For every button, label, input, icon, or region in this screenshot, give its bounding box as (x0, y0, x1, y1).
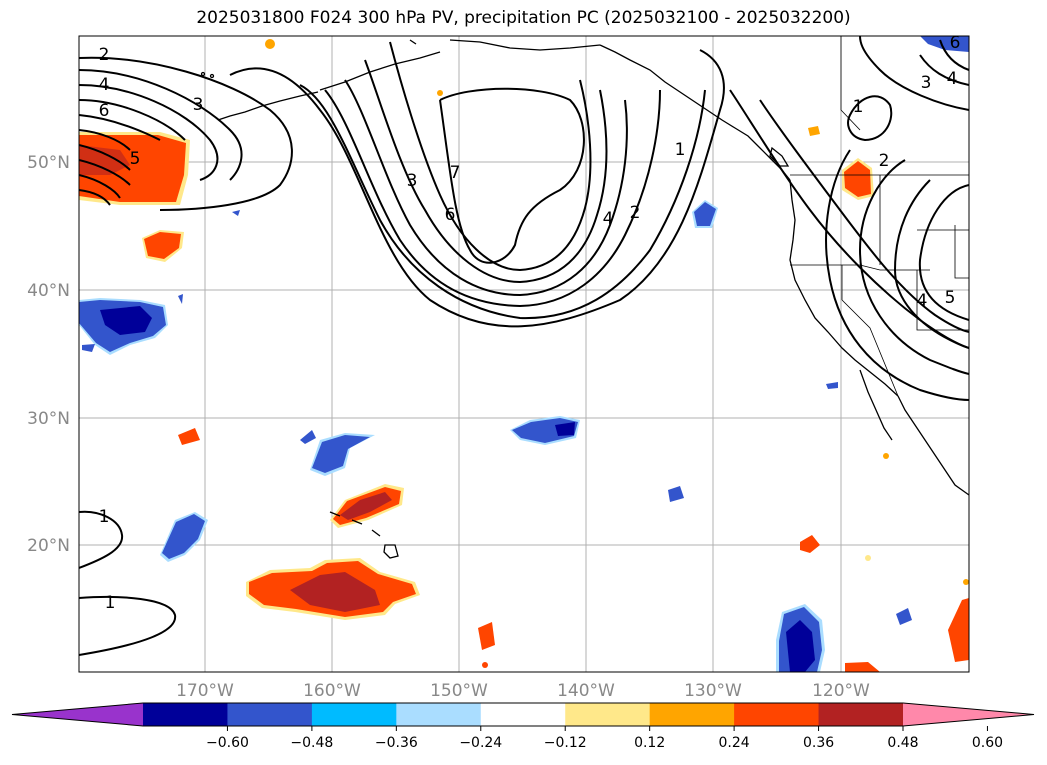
svg-text:4: 4 (603, 209, 614, 229)
colorbar-swatch (818, 703, 904, 726)
lat-label-30n: 30°N (27, 409, 70, 429)
gridlines (79, 36, 969, 672)
svg-text:6: 6 (99, 101, 110, 121)
colorbar-tick-label: 0.36 (803, 735, 834, 751)
pv-contours (79, 36, 969, 656)
lat-label-40n: 40°N (27, 281, 70, 301)
svg-text:2: 2 (879, 151, 890, 171)
svg-text:1: 1 (675, 140, 686, 160)
lon-label-160w: 160°W (303, 681, 361, 701)
colorbar-tick-label: −0.60 (206, 735, 249, 751)
svg-text:1: 1 (853, 97, 864, 117)
colorbar-swatch (311, 703, 397, 726)
precip-negative (79, 36, 969, 672)
svg-text:5: 5 (945, 288, 956, 308)
colorbar-extend-high (903, 703, 1034, 726)
colorbar-outline (11, 702, 1035, 727)
colorbar-extend-low (12, 703, 143, 726)
lon-labels: 170°W 160°W 150°W 140°W 130°W 120°W (176, 681, 870, 701)
colorbar-swatch (396, 703, 482, 726)
colorbar-tick-label: 0.12 (634, 735, 665, 751)
svg-text:4: 4 (99, 75, 110, 95)
svg-text:4: 4 (917, 291, 928, 311)
coastlines (200, 39, 969, 559)
svg-text:6: 6 (950, 33, 961, 53)
lon-label-150w: 150°W (430, 681, 488, 701)
colorbar-tick-label: −0.36 (375, 735, 418, 751)
colorbar-tick-label: 0.48 (887, 735, 918, 751)
svg-text:7: 7 (450, 163, 461, 183)
colorbar-tick-label: −0.24 (459, 735, 502, 751)
contour-labels: 2 4 6 3 5 3 7 6 4 2 1 1 2 3 4 6 5 4 1 1 (99, 33, 961, 613)
lat-labels: 50°N 40°N 30°N 20°N (27, 153, 70, 556)
lon-label-130w: 130°W (684, 681, 742, 701)
lon-label-170w: 170°W (176, 681, 234, 701)
colorbar-tick-label: −0.12 (544, 735, 587, 751)
colorbar-swatch (227, 703, 313, 726)
colorbar-swatch (480, 703, 566, 726)
svg-text:2: 2 (630, 203, 641, 223)
colorbar-tick-label: 0.60 (972, 735, 1003, 751)
colorbar-swatch (649, 703, 735, 726)
map-title: 2025031800 F024 300 hPa PV, precipitatio… (196, 8, 851, 28)
map-area (79, 36, 969, 672)
lat-label-50n: 50°N (27, 153, 70, 173)
colorbar-swatch (143, 703, 228, 726)
svg-text:6: 6 (445, 205, 456, 225)
map-frame (78, 35, 970, 673)
svg-text:5: 5 (130, 149, 141, 169)
lon-label-140w: 140°W (557, 681, 615, 701)
svg-text:3: 3 (407, 171, 418, 191)
colorbar-swatch (565, 703, 651, 726)
colorbar: −0.60 −0.48 −0.36 −0.24 −0.12 0.12 0.24 0.36 0.4… (11, 702, 1035, 751)
svg-text:3: 3 (193, 95, 204, 115)
svg-text:2: 2 (99, 45, 110, 65)
svg-text:1: 1 (105, 593, 116, 613)
colorbar-swatch (734, 703, 820, 726)
svg-text:3: 3 (921, 73, 932, 93)
svg-text:1: 1 (99, 507, 110, 527)
lon-label-120w: 120°W (812, 681, 870, 701)
svg-text:4: 4 (947, 69, 958, 89)
colorbar-tick-label: 0.24 (719, 735, 750, 751)
lat-label-20n: 20°N (27, 536, 70, 556)
colorbar-tick-label: −0.48 (290, 735, 333, 751)
precip-positive (79, 39, 969, 672)
